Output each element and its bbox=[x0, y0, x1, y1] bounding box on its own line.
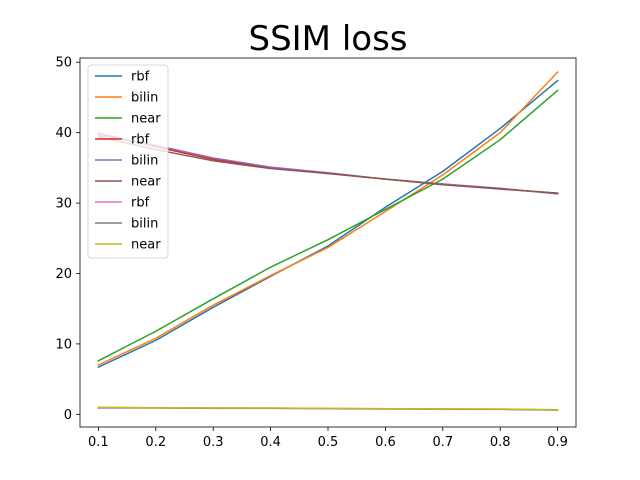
x-tick-label: 0.8 bbox=[490, 435, 511, 450]
legend-label: near bbox=[131, 238, 161, 253]
legend-label: rbf bbox=[131, 133, 150, 148]
y-tick-label: 40 bbox=[55, 126, 72, 141]
plot-area: 0.1 0.2 0.3 0.4 0.5 0.6 0.7 0.8 0.9 0 10 20 30 40 50 rb… bbox=[55, 56, 577, 450]
x-tick-label: 0.1 bbox=[88, 435, 109, 450]
series-line-1 bbox=[97, 79, 559, 369]
x-tick-label: 0.6 bbox=[375, 435, 396, 450]
series-line-9 bbox=[97, 406, 559, 411]
x-tick-label: 0.4 bbox=[260, 435, 281, 450]
y-tick-label: 10 bbox=[55, 337, 72, 352]
y-tick-label: 0 bbox=[64, 408, 72, 423]
legend-label: bilin bbox=[131, 154, 158, 169]
legend-label: bilin bbox=[131, 91, 158, 106]
x-tick-label: 0.5 bbox=[318, 435, 339, 450]
series-line-2 bbox=[97, 71, 559, 367]
y-tick-label: 20 bbox=[55, 267, 72, 282]
legend-label: near bbox=[131, 112, 161, 127]
legend-box bbox=[87, 64, 169, 259]
y-tick-label: 30 bbox=[55, 197, 72, 212]
legend-label: rbf bbox=[131, 70, 150, 85]
x-tick-label: 0.9 bbox=[547, 435, 568, 450]
y-tick-label: 50 bbox=[55, 56, 72, 71]
x-tick-label: 0.3 bbox=[203, 435, 224, 450]
x-tick-label: 0.2 bbox=[145, 435, 166, 450]
legend-label: near bbox=[131, 175, 161, 190]
chart-title: SSIM loss bbox=[248, 19, 407, 59]
series-line-6 bbox=[97, 135, 559, 195]
series-line-3 bbox=[97, 89, 559, 362]
legend-label: rbf bbox=[131, 196, 150, 211]
x-tick-label: 0.7 bbox=[432, 435, 453, 450]
legend-label: bilin bbox=[131, 217, 158, 232]
